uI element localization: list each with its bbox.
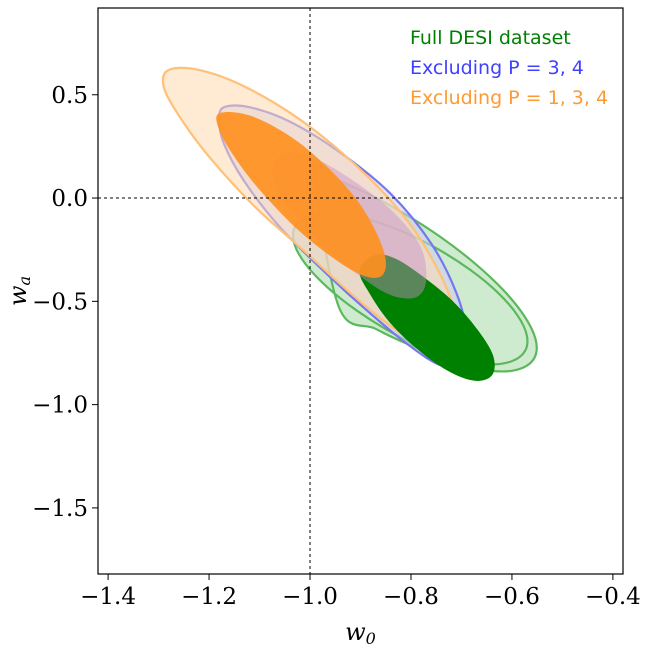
x-tick-label: −0.6 xyxy=(484,584,540,610)
legend-entry-excluding-p-1-3-4: Excluding P = 1, 3, 4 xyxy=(410,87,608,109)
tick-layer: −1.4 −1.2 −1.0 −0.8 −0.6 −0.4 0.5 0.0 −0.5 −1.0 −1… xyxy=(32,83,641,610)
legend-entry-full-desi-dataset: Full DESI dataset xyxy=(410,27,571,49)
legend-entry-excluding-p-3-4: Excluding P = 3, 4 xyxy=(410,57,584,79)
x-tick-label: −1.0 xyxy=(282,584,338,610)
y-axis-label: wa xyxy=(4,276,34,306)
plot-layer xyxy=(97,7,624,575)
excluding-p-1-3-4-inner-contour xyxy=(216,111,386,278)
plot-area-content xyxy=(161,66,538,381)
plot-frame xyxy=(97,7,624,575)
y-tick-label: −1.5 xyxy=(32,496,88,522)
x-tick-label: −0.4 xyxy=(585,584,641,610)
full-desi-dataset-inner-contour xyxy=(359,254,495,381)
y-tick-label: 0.5 xyxy=(51,83,88,109)
x-tick-label: −1.2 xyxy=(181,584,237,610)
legend: Full DESI dataset Excluding P = 3, 4 Exclu… xyxy=(410,27,608,109)
y-tick-label: −1.0 xyxy=(32,393,88,419)
x-tick-label: −1.4 xyxy=(80,584,136,610)
y-tick-label: 0.0 xyxy=(51,186,88,212)
x-tick-label: −0.8 xyxy=(383,584,439,610)
y-tick-label: −0.5 xyxy=(32,289,88,315)
